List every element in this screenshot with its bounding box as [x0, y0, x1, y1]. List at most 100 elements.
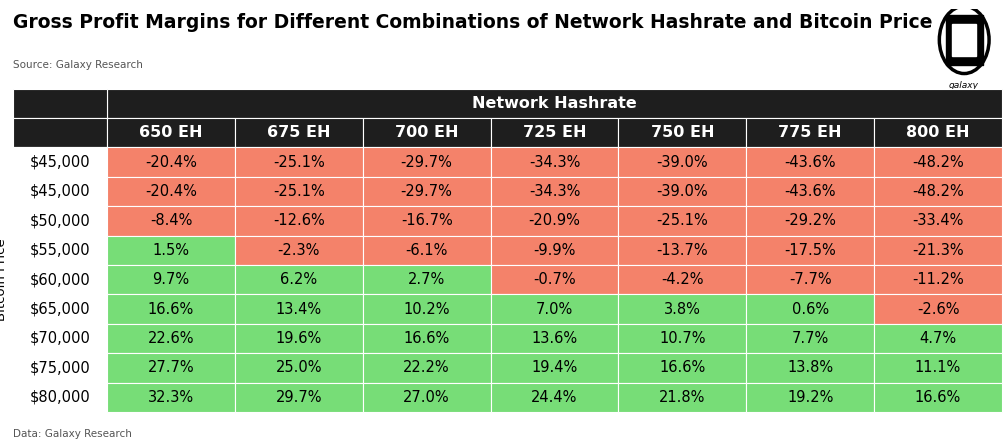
Bar: [363, 295, 490, 324]
Text: -25.1%: -25.1%: [273, 184, 324, 199]
Bar: [107, 148, 235, 177]
Bar: [13, 148, 107, 177]
Text: Source: Galaxy Research: Source: Galaxy Research: [13, 60, 143, 70]
Bar: [13, 265, 107, 295]
Bar: [746, 353, 874, 383]
Bar: [13, 353, 107, 383]
Text: 11.1%: 11.1%: [915, 361, 961, 375]
Text: 19.6%: 19.6%: [276, 331, 322, 346]
Bar: [746, 148, 874, 177]
Bar: [874, 118, 1002, 148]
Bar: [107, 177, 235, 206]
Text: 19.2%: 19.2%: [787, 390, 834, 405]
Bar: [235, 148, 363, 177]
Bar: [746, 177, 874, 206]
Text: -20.9%: -20.9%: [529, 214, 580, 229]
Text: 13.6%: 13.6%: [532, 331, 578, 346]
Bar: [363, 383, 490, 412]
Text: 2.7%: 2.7%: [408, 272, 445, 287]
Bar: [490, 236, 618, 265]
Text: 700 EH: 700 EH: [395, 125, 458, 140]
Text: 10.2%: 10.2%: [404, 302, 450, 317]
Text: -29.2%: -29.2%: [784, 214, 836, 229]
Bar: [13, 236, 107, 265]
Text: 24.4%: 24.4%: [532, 390, 578, 405]
Bar: [363, 353, 490, 383]
Text: -2.3%: -2.3%: [278, 243, 320, 258]
Text: $70,000: $70,000: [29, 331, 91, 346]
Bar: [363, 118, 490, 148]
Bar: [107, 236, 235, 265]
Bar: [618, 265, 746, 295]
Text: -43.6%: -43.6%: [784, 155, 836, 170]
Bar: [363, 265, 490, 295]
Text: 1.5%: 1.5%: [152, 243, 189, 258]
Text: 16.6%: 16.6%: [660, 361, 706, 375]
Bar: [13, 324, 107, 353]
Text: 650 EH: 650 EH: [139, 125, 202, 140]
Bar: [363, 148, 490, 177]
Bar: [13, 383, 107, 412]
Bar: [490, 295, 618, 324]
Text: $60,000: $60,000: [29, 272, 91, 287]
Bar: [618, 353, 746, 383]
Bar: [618, 295, 746, 324]
Text: -13.7%: -13.7%: [657, 243, 708, 258]
Text: 7.0%: 7.0%: [536, 302, 573, 317]
Bar: [107, 295, 235, 324]
Bar: [874, 324, 1002, 353]
Text: 10.7%: 10.7%: [660, 331, 706, 346]
Bar: [235, 383, 363, 412]
Bar: [490, 148, 618, 177]
Text: 775 EH: 775 EH: [778, 125, 842, 140]
Bar: [490, 324, 618, 353]
Bar: [618, 206, 746, 236]
Bar: [363, 236, 490, 265]
Bar: [490, 383, 618, 412]
Bar: [490, 353, 618, 383]
Text: -21.3%: -21.3%: [912, 243, 964, 258]
Text: -29.7%: -29.7%: [401, 184, 452, 199]
Bar: [490, 177, 618, 206]
Text: 6.2%: 6.2%: [280, 272, 317, 287]
Bar: [618, 236, 746, 265]
Text: -9.9%: -9.9%: [534, 243, 576, 258]
Bar: [490, 206, 618, 236]
Bar: [235, 353, 363, 383]
Bar: [874, 295, 1002, 324]
Bar: [618, 118, 746, 148]
Bar: [235, 236, 363, 265]
Bar: [235, 324, 363, 353]
Text: -29.7%: -29.7%: [401, 155, 452, 170]
Bar: [874, 206, 1002, 236]
Text: Bitcoin Price: Bitcoin Price: [0, 238, 7, 321]
Text: 32.3%: 32.3%: [148, 390, 194, 405]
Text: -20.4%: -20.4%: [145, 155, 197, 170]
Text: 800 EH: 800 EH: [906, 125, 970, 140]
Bar: [874, 265, 1002, 295]
Text: -20.4%: -20.4%: [145, 184, 197, 199]
Text: $45,000: $45,000: [30, 184, 91, 199]
Text: $45,000: $45,000: [30, 155, 91, 170]
Bar: [746, 118, 874, 148]
Bar: [874, 177, 1002, 206]
Text: -34.3%: -34.3%: [529, 184, 580, 199]
Text: -7.7%: -7.7%: [788, 272, 832, 287]
Text: 16.6%: 16.6%: [148, 302, 194, 317]
Bar: [13, 118, 107, 148]
Bar: [235, 206, 363, 236]
Text: 25.0%: 25.0%: [276, 361, 322, 375]
Text: 750 EH: 750 EH: [651, 125, 714, 140]
Bar: [618, 177, 746, 206]
Text: -16.7%: -16.7%: [401, 214, 452, 229]
Text: -25.1%: -25.1%: [657, 214, 708, 229]
Text: -11.2%: -11.2%: [912, 272, 964, 287]
Text: 22.6%: 22.6%: [148, 331, 194, 346]
Bar: [874, 383, 1002, 412]
Bar: [107, 89, 1002, 118]
Text: 9.7%: 9.7%: [152, 272, 189, 287]
Text: 13.8%: 13.8%: [787, 361, 833, 375]
Text: 7.7%: 7.7%: [792, 331, 829, 346]
Text: -25.1%: -25.1%: [273, 155, 324, 170]
Bar: [746, 295, 874, 324]
